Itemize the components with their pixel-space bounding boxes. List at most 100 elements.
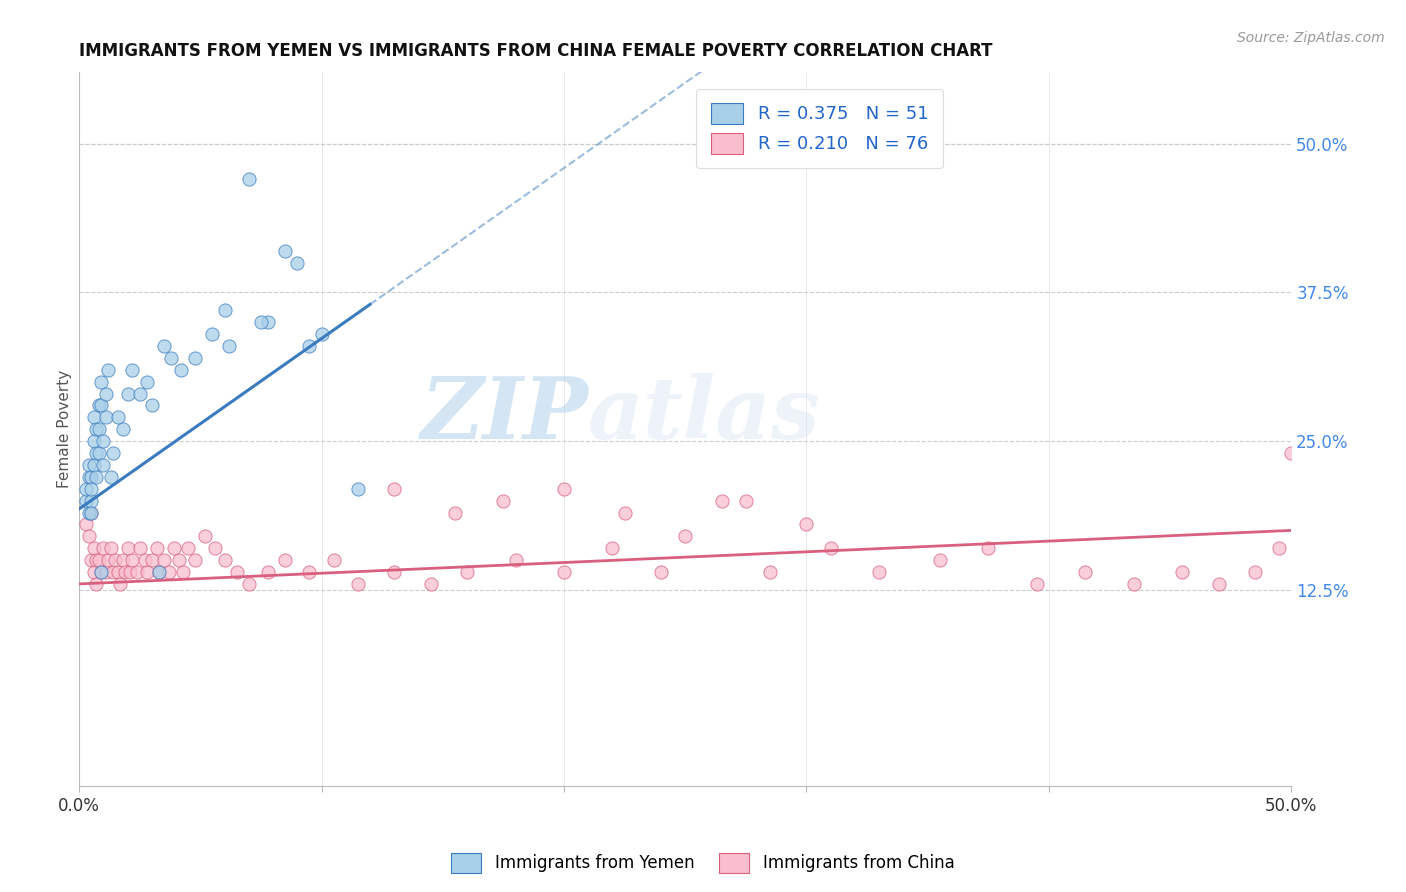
Point (553, 565, 575, 579)
Point (145, 541, 167, 556)
Point (382, 482, 405, 496)
Text: Source: ZipAtlas.com: Source: ZipAtlas.com (1237, 31, 1385, 45)
Point (238, 577, 260, 591)
Point (75, 493, 97, 508)
Point (285, 256, 308, 270)
Point (90, 399, 112, 413)
Point (225, 565, 247, 579)
Point (84, 422, 107, 436)
Point (97, 553, 120, 567)
Point (136, 375, 159, 389)
Point (796, 517, 818, 532)
Point (1279, 446, 1302, 460)
Point (84, 577, 107, 591)
Point (110, 577, 132, 591)
Point (75, 482, 97, 496)
Point (311, 327, 333, 342)
Legend: Immigrants from Yemen, Immigrants from China: Immigrants from Yemen, Immigrants from C… (444, 847, 962, 880)
Point (90, 565, 112, 579)
Point (84, 470, 107, 484)
Point (128, 386, 150, 401)
Point (170, 363, 193, 377)
Point (734, 493, 756, 508)
Point (153, 339, 176, 353)
Y-axis label: Female Poverty: Female Poverty (58, 370, 72, 489)
Point (218, 339, 240, 353)
Point (83, 410, 105, 425)
Point (87, 446, 110, 460)
Point (90, 375, 112, 389)
Text: ZIP: ZIP (420, 373, 588, 457)
Point (93, 458, 115, 472)
Point (163, 541, 186, 556)
Point (456, 565, 478, 579)
Point (673, 529, 696, 543)
Point (93, 541, 115, 556)
Point (214, 303, 236, 318)
Point (83, 434, 105, 449)
Point (153, 553, 176, 567)
Point (118, 565, 141, 579)
Point (444, 506, 467, 520)
Point (977, 541, 1000, 556)
Point (250, 315, 273, 329)
Point (214, 553, 236, 567)
Point (80, 506, 103, 520)
Point (114, 565, 136, 579)
Point (184, 351, 207, 365)
Point (1208, 577, 1230, 591)
Point (107, 410, 129, 425)
Point (1268, 541, 1291, 556)
Point (80, 482, 103, 496)
Point (201, 327, 224, 342)
Point (1122, 577, 1144, 591)
Point (710, 493, 733, 508)
Point (80, 553, 103, 567)
Point (84, 553, 107, 567)
Point (127, 565, 149, 579)
Point (121, 553, 143, 567)
Point (167, 553, 190, 567)
Point (257, 315, 280, 329)
Point (94, 386, 117, 401)
Point (382, 565, 405, 579)
Text: atlas: atlas (588, 373, 821, 457)
Point (274, 553, 297, 567)
Point (77, 458, 100, 472)
Point (148, 565, 170, 579)
Point (613, 506, 636, 520)
Point (100, 470, 122, 484)
Point (505, 553, 527, 567)
Point (90, 565, 112, 579)
Point (1074, 565, 1097, 579)
Point (136, 565, 159, 579)
Point (347, 482, 370, 496)
Point (104, 553, 127, 567)
Point (177, 541, 200, 556)
Point (101, 446, 124, 460)
Point (94, 410, 117, 425)
Point (257, 565, 280, 579)
Point (101, 565, 124, 579)
Point (759, 565, 782, 579)
Point (419, 577, 441, 591)
Point (117, 386, 139, 401)
Point (602, 541, 624, 556)
Point (650, 565, 672, 579)
Point (322, 553, 344, 567)
Text: IMMIGRANTS FROM YEMEN VS IMMIGRANTS FROM CHINA FEMALE POVERTY CORRELATION CHART: IMMIGRANTS FROM YEMEN VS IMMIGRANTS FROM… (79, 42, 993, 60)
Point (553, 482, 575, 496)
Point (111, 422, 134, 436)
Point (77, 506, 100, 520)
Point (87, 399, 110, 413)
Point (77, 470, 100, 484)
Point (93, 434, 115, 449)
Point (172, 565, 194, 579)
Point (87, 422, 110, 436)
Point (107, 565, 129, 579)
Point (77, 529, 100, 543)
Point (134, 553, 156, 567)
Point (1244, 565, 1267, 579)
Point (148, 565, 170, 579)
Point (1025, 577, 1047, 591)
